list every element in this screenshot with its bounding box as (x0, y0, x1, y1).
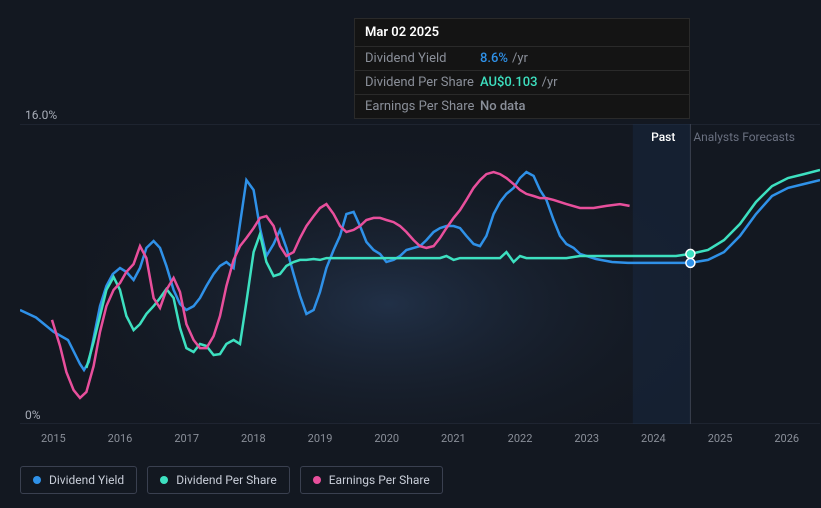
legend-dot (313, 476, 321, 484)
tooltip-value: AU$0.103 (480, 75, 538, 90)
chart-tooltip: Mar 02 2025 Dividend Yield8.6%/yrDividen… (354, 18, 690, 119)
x-tick: 2016 (87, 432, 154, 445)
x-tick: 2025 (687, 432, 754, 445)
x-tick: 2019 (287, 432, 354, 445)
x-tick: 2018 (220, 432, 287, 445)
legend-dot (33, 476, 41, 484)
tooltip-label: Dividend Per Share (365, 75, 480, 90)
chart-plot-area[interactable] (20, 124, 820, 424)
x-tick: 2023 (553, 432, 620, 445)
tooltip-row: Earnings Per ShareNo data (355, 95, 689, 118)
legend-item[interactable]: Dividend Per Share (147, 466, 290, 494)
legend-item[interactable]: Dividend Yield (20, 466, 137, 494)
tooltip-value: 8.6% (480, 51, 508, 66)
chart-legend: Dividend Yield Dividend Per Share Earnings… (20, 466, 443, 494)
period-labels: Past Analysts Forecasts (651, 130, 795, 144)
x-tick: 2022 (487, 432, 554, 445)
y-axis-max: 16.0% (25, 108, 57, 122)
period-forecast-label: Analysts Forecasts (693, 130, 795, 144)
x-tick: 2024 (620, 432, 687, 445)
legend-item[interactable]: Earnings Per Share (300, 466, 443, 494)
x-axis: 2015201620172018201920202021202220232024… (20, 432, 820, 445)
legend-label: Dividend Yield (49, 473, 124, 487)
hover-marker (686, 258, 695, 267)
legend-label: Dividend Per Share (176, 473, 277, 487)
tooltip-value: No data (480, 99, 526, 114)
x-tick: 2021 (420, 432, 487, 445)
tooltip-unit: /yr (542, 75, 558, 90)
x-tick: 2017 (153, 432, 220, 445)
tooltip-date: Mar 02 2025 (355, 19, 689, 47)
legend-dot (160, 476, 168, 484)
x-tick: 2020 (353, 432, 420, 445)
tooltip-label: Dividend Yield (365, 51, 480, 66)
tooltip-row: Dividend Yield8.6% /yr (355, 47, 689, 71)
x-tick: 2015 (20, 432, 87, 445)
x-tick: 2026 (753, 432, 820, 445)
legend-label: Earnings Per Share (329, 473, 430, 487)
tooltip-row: Dividend Per ShareAU$0.103/yr (355, 71, 689, 95)
hover-marker (686, 249, 695, 258)
tooltip-unit: /yr (512, 51, 528, 66)
period-past-label: Past (651, 130, 675, 144)
tooltip-label: Earnings Per Share (365, 99, 480, 114)
